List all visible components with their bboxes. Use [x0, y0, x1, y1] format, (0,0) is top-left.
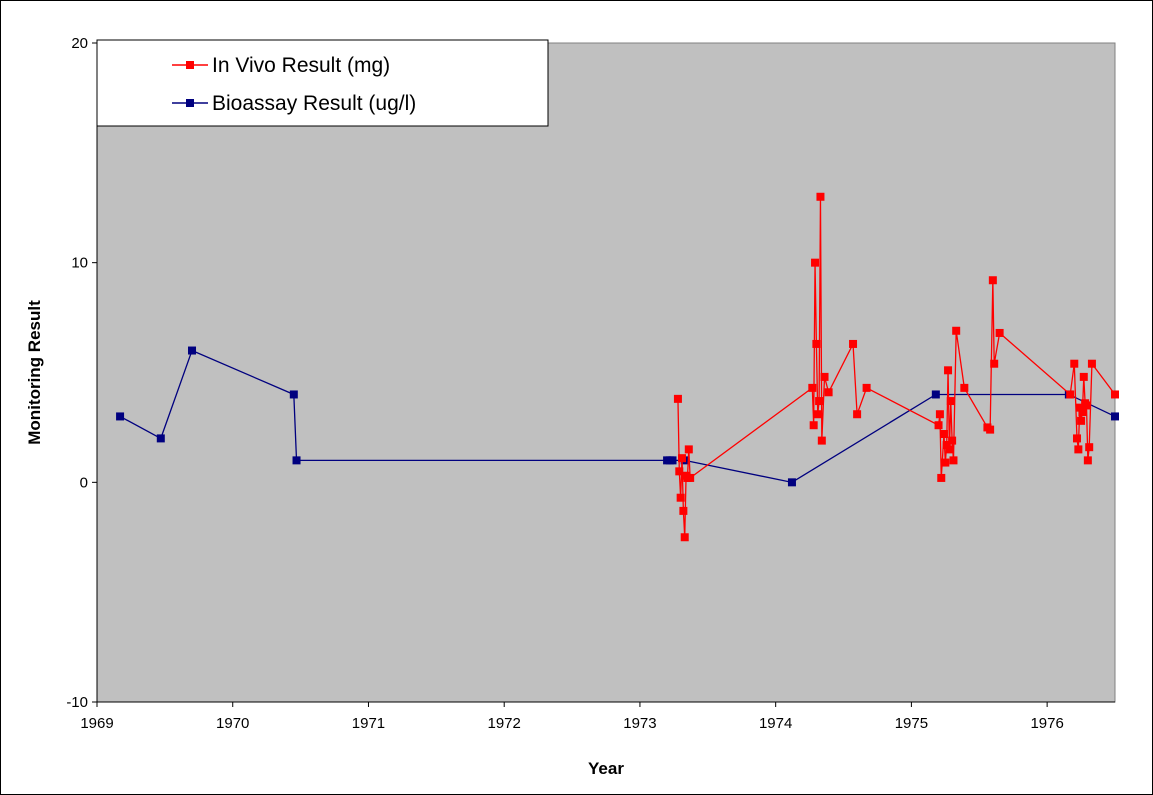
data-point [960, 383, 969, 392]
data-point [815, 397, 824, 406]
data-point [990, 359, 999, 368]
data-point [156, 434, 165, 443]
data-point [986, 425, 995, 434]
data-point [813, 410, 822, 419]
data-point [942, 440, 951, 449]
data-point [673, 394, 682, 403]
data-point [931, 390, 940, 399]
data-point [116, 412, 125, 421]
legend: In Vivo Result (mg) Bioassay Result (ug/l… [96, 39, 549, 127]
legend-marker [186, 61, 194, 69]
series-0 [673, 192, 1119, 542]
y-tick-label: 20 [71, 35, 88, 52]
x-tick-label: 1975 [895, 715, 928, 732]
data-point [1072, 434, 1081, 443]
data-point [1085, 443, 1094, 452]
data-point [678, 454, 687, 463]
data-point [676, 493, 685, 502]
data-point [853, 410, 862, 419]
x-tick-label: 1971 [352, 715, 385, 732]
data-point [1078, 408, 1087, 417]
data-point [680, 533, 689, 542]
data-point [675, 467, 684, 476]
data-point [988, 276, 997, 285]
data-point [941, 458, 950, 467]
data-point [949, 456, 958, 465]
x-tick-label: 1970 [216, 715, 249, 732]
data-point [1079, 372, 1088, 381]
data-point [939, 430, 948, 439]
data-point [934, 421, 943, 430]
data-point [849, 339, 858, 348]
legend-box [96, 39, 549, 127]
data-point [808, 383, 817, 392]
legend-marker [186, 99, 194, 107]
x-tick-label: 1973 [623, 715, 656, 732]
data-point [948, 436, 957, 445]
data-point [289, 390, 298, 399]
data-point [679, 506, 688, 515]
x-axis: 1969 1970 1971 1972 1973 1974 1975 1976 [80, 701, 1115, 732]
data-point [686, 473, 695, 482]
data-point [1111, 390, 1119, 399]
legend-label: Bioassay Result (ug/l) [212, 92, 416, 115]
data-point [824, 388, 833, 397]
data-point [937, 473, 946, 482]
data-point [812, 339, 821, 348]
data-point [862, 383, 871, 392]
data-point [1083, 456, 1092, 465]
x-tick-label: 1974 [759, 715, 792, 732]
x-tick-label: 1972 [488, 715, 521, 732]
data-point [1087, 359, 1096, 368]
data-point [787, 478, 796, 487]
data-point [945, 445, 954, 454]
y-axis: -10 0 10 20 [66, 35, 98, 711]
y-tick-label: -10 [66, 694, 88, 711]
data-point [946, 397, 955, 406]
data-point [1111, 412, 1119, 421]
data-point [684, 445, 693, 454]
series-layer [116, 192, 1119, 542]
data-point [1070, 359, 1079, 368]
data-point [668, 456, 677, 465]
data-point [944, 366, 953, 375]
x-tick-label: 1969 [80, 715, 113, 732]
data-point [1074, 445, 1083, 454]
y-tick-label: 0 [80, 474, 88, 491]
y-tick-label: 10 [71, 255, 88, 272]
data-point [995, 328, 1004, 337]
x-axis-title: Year [588, 759, 624, 778]
data-point [292, 456, 301, 465]
data-point [1082, 401, 1091, 410]
data-point [820, 372, 829, 381]
data-point [817, 436, 826, 445]
data-point [935, 410, 944, 419]
data-point [1077, 416, 1086, 425]
data-point [188, 346, 197, 355]
data-point [816, 192, 825, 201]
legend-item: Bioassay Result (ug/l) [172, 92, 416, 115]
y-axis-title: Monitoring Result [25, 300, 44, 445]
data-point [952, 326, 961, 335]
data-point [1066, 390, 1075, 399]
legend-item: In Vivo Result (mg) [172, 54, 390, 77]
x-tick-label: 1976 [1030, 715, 1063, 732]
legend-label: In Vivo Result (mg) [212, 54, 390, 77]
data-point [811, 258, 820, 267]
data-point [1075, 403, 1084, 412]
data-point [809, 421, 818, 430]
